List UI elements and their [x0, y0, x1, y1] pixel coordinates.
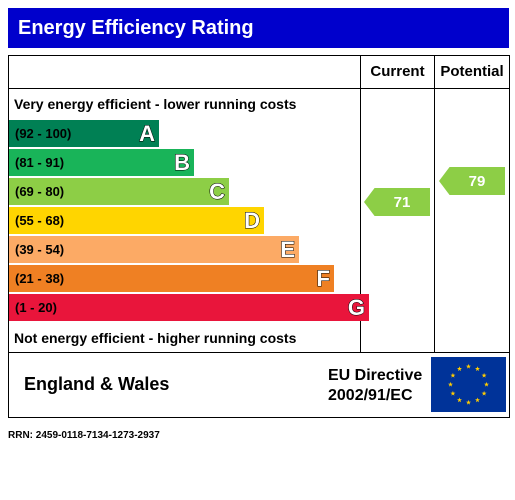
top-caption: Very energy efficient - lower running co…	[14, 96, 297, 112]
star-icon	[481, 372, 487, 378]
band-letter-label: C	[209, 178, 226, 204]
current-rating-value: 71	[393, 193, 411, 211]
star-icon	[457, 366, 462, 372]
column-divider-current	[360, 55, 361, 352]
star-icon	[466, 363, 471, 369]
header-divider	[8, 88, 510, 89]
page-title: Energy Efficiency Rating	[8, 8, 509, 48]
star-icon	[484, 381, 489, 387]
potential-rating-arrow: 79	[439, 167, 505, 195]
band-range-label: (55 - 68)	[15, 213, 65, 228]
band-g: (1 - 20) G	[9, 294, 369, 321]
band-letter-label: B	[174, 149, 191, 175]
band-range-label: (69 - 80)	[15, 184, 65, 199]
band-letter-label: F	[316, 265, 330, 291]
star-icon	[475, 366, 480, 372]
band-letter-label: G	[347, 294, 365, 320]
star-icon	[450, 372, 456, 378]
star-icon	[450, 390, 456, 396]
directive-line-1: EU Directive	[328, 367, 423, 384]
star-icon	[481, 390, 487, 396]
current-rating-arrow: 71	[364, 188, 430, 216]
band-letter-label: A	[139, 120, 156, 146]
band-range-label: (21 - 38)	[15, 271, 65, 286]
directive-line-2: 2002/91/EC	[328, 387, 413, 404]
band-range-label: (92 - 100)	[15, 126, 72, 141]
eu-flag-icon	[431, 357, 506, 412]
star-icon	[475, 397, 480, 403]
column-divider-potential	[434, 55, 435, 352]
bottom-caption: Not energy efficient - higher running co…	[14, 330, 297, 346]
band-d: (55 - 68) D	[9, 207, 264, 234]
current-column-header: Current	[370, 63, 425, 80]
band-f: (21 - 38) F	[9, 265, 334, 292]
band-a: (92 - 100) A	[9, 120, 159, 147]
star-icon	[466, 399, 471, 405]
potential-rating-value: 79	[468, 172, 486, 190]
star-icon	[457, 397, 462, 403]
band-range-label: (1 - 20)	[15, 300, 57, 315]
band-range-label: (81 - 91)	[15, 155, 65, 170]
star-icon	[448, 381, 453, 387]
band-letter-label: D	[244, 207, 261, 233]
band-range-label: (39 - 54)	[15, 242, 65, 257]
band-c: (69 - 80) C	[9, 178, 229, 205]
region-label: England & Wales	[24, 374, 170, 394]
band-e: (39 - 54) E	[9, 236, 299, 263]
band-letter-label: E	[280, 236, 296, 262]
eu-directive: EU Directive 2002/91/EC	[328, 366, 422, 406]
potential-column-header: Potential	[440, 63, 504, 80]
rrn-reference: RRN: 2459-0118-7134-1273-2937	[8, 430, 160, 441]
rating-table	[8, 55, 510, 418]
band-b: (81 - 91) B	[9, 149, 194, 176]
footer-divider	[8, 352, 510, 353]
